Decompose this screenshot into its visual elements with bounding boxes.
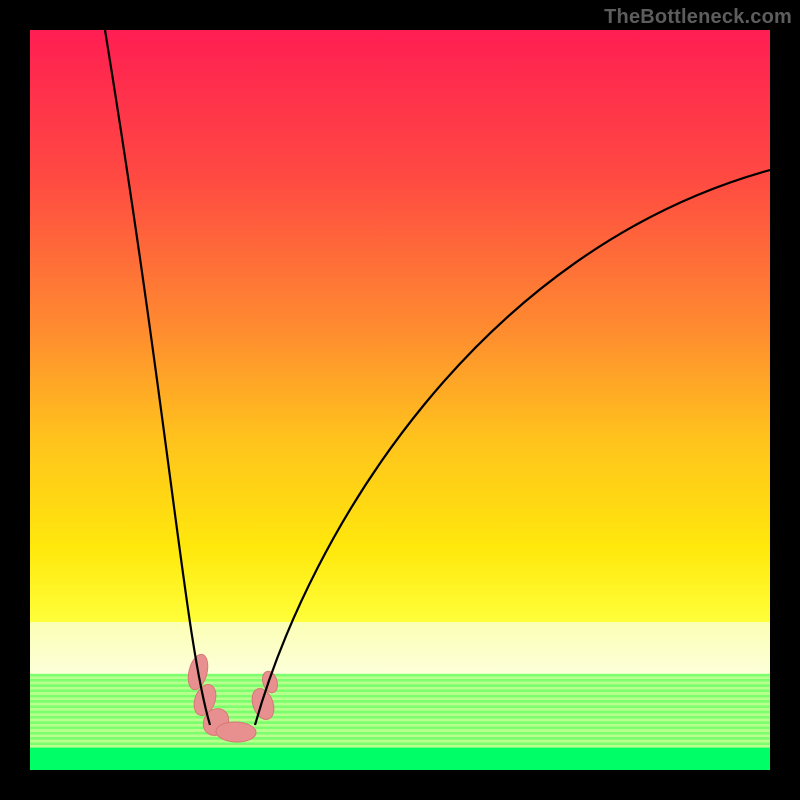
watermark-text: TheBottleneck.com xyxy=(604,6,792,29)
gradient-background xyxy=(30,30,770,770)
bottleneck-chart xyxy=(0,0,800,800)
